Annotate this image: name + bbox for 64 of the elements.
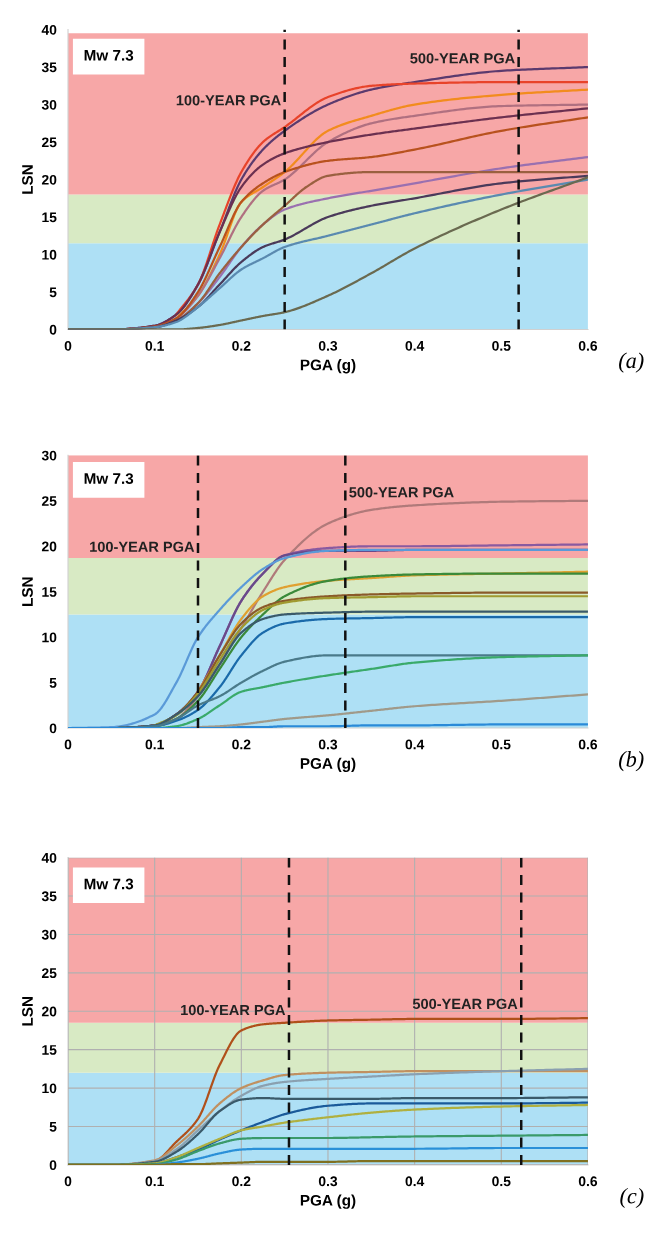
y-tick-label: 5: [49, 1121, 57, 1132]
x-tick-label: 0.3: [318, 340, 338, 351]
y-tick-label: 10: [42, 632, 57, 643]
y-tick-label: 30: [41, 99, 57, 110]
y-tick-label: 15: [42, 587, 57, 597]
x-axis-title: PGA (g): [300, 1194, 356, 1209]
y-tick-label: 15: [42, 1045, 57, 1055]
x-tick-label: 0: [64, 1176, 72, 1187]
x-tick-label: 0.4: [405, 1176, 425, 1187]
x-tick-label: 0.1: [145, 1176, 164, 1187]
y-tick-label: 5: [49, 678, 57, 688]
y-tick-label: 20: [41, 174, 57, 185]
x-tick-label: 0.1: [145, 739, 164, 750]
annotation: Mw 7.3: [84, 473, 134, 485]
text: (a): [619, 352, 644, 373]
x-tick-label: 0: [64, 739, 72, 750]
y-axis-title: LSN: [22, 577, 33, 606]
y-axis-title: LSN: [22, 997, 33, 1026]
y-tick-label: 20: [41, 1006, 57, 1017]
x-tick-label: 0.2: [232, 1176, 251, 1187]
y-tick-label: 30: [41, 450, 57, 461]
y-tick-label: 0: [49, 324, 57, 335]
y-tick-label: 30: [41, 929, 57, 940]
x-tick-label: 0.3: [318, 1176, 338, 1187]
y-tick-label: 35: [41, 891, 57, 902]
ref-line-label: 100-YEAR PGA: [90, 541, 195, 552]
x-tick-label: 0.5: [492, 340, 511, 351]
y-tick-label: 5: [49, 287, 57, 298]
y-tick-label: 40: [41, 24, 57, 35]
x-axis-title: PGA (g): [300, 359, 356, 374]
x-tick-label: 0.5: [492, 739, 511, 750]
x-tick-label: 0: [64, 340, 72, 351]
text: (b): [619, 751, 644, 772]
text: (c): [620, 1187, 644, 1209]
annotation: Mw 7.3: [84, 49, 134, 61]
y-tick-label: 25: [41, 968, 57, 979]
y-tick-label: 25: [41, 137, 57, 148]
x-tick-label: 0.6: [578, 739, 598, 750]
y-tick-label: 20: [41, 541, 57, 552]
y-tick-label: 0: [49, 723, 57, 734]
y-tick-label: 15: [42, 212, 57, 223]
annotation: Mw 7.3: [84, 878, 134, 890]
x-tick-label: 0.3: [318, 739, 338, 750]
ref-line-label: 100-YEAR PGA: [176, 95, 281, 106]
x-tick-label: 0.4: [405, 739, 425, 750]
ref-line-label: 100-YEAR PGA: [181, 1004, 286, 1016]
x-tick-label: 0.6: [578, 1176, 598, 1187]
x-tick-label: 0.2: [232, 739, 251, 750]
y-tick-label: 0: [49, 1160, 57, 1171]
y-axis-title: LSN: [22, 165, 33, 194]
y-tick-label: 40: [41, 852, 57, 863]
ref-line-label: 500-YEAR PGA: [349, 487, 454, 498]
y-tick-label: 35: [41, 62, 57, 73]
y-tick-label: 10: [42, 1083, 57, 1094]
x-tick-label: 0.6: [578, 340, 598, 351]
x-tick-label: 0.1: [145, 340, 164, 351]
y-tick-label: 10: [42, 249, 57, 260]
ref-line-label: 500-YEAR PGA: [410, 53, 515, 64]
y-tick-label: 25: [41, 496, 57, 506]
x-tick-label: 0.4: [405, 340, 425, 351]
x-tick-label: 0.2: [232, 340, 251, 351]
x-tick-label: 0.5: [492, 1176, 511, 1187]
x-axis-title: PGA (g): [300, 757, 356, 772]
ref-line-label: 500-YEAR PGA: [412, 998, 518, 1010]
